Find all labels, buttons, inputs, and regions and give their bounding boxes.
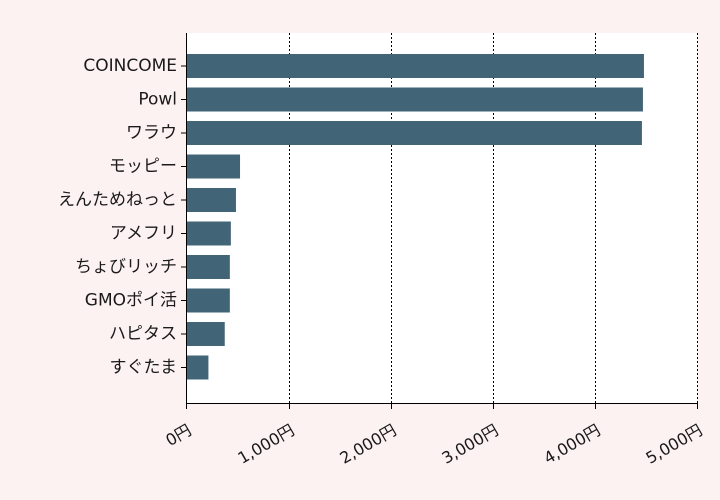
category-label: モッピー [109, 157, 177, 177]
x-tick-label: 3,000円 [438, 420, 501, 467]
x-tick-label: 1,000円 [234, 420, 297, 467]
bars [187, 54, 644, 380]
bar [187, 288, 230, 313]
bar [187, 355, 209, 380]
x-tick-label: 2,000円 [336, 420, 399, 467]
category-label: すぐたま [110, 358, 178, 378]
bar [187, 188, 236, 212]
category-label: ちょびリッチ [75, 257, 177, 277]
bar [187, 255, 230, 279]
category-label: ハピタス [109, 324, 177, 344]
axes [181, 33, 698, 409]
x-tick-label: 5,000円 [642, 420, 705, 467]
category-label: えんためねっと [58, 190, 177, 210]
category-label: ワラウ [126, 123, 177, 143]
x-tick-label: 4,000円 [540, 420, 603, 467]
bar [187, 221, 231, 246]
category-label: Powl [138, 90, 177, 110]
x-tick-labels: 0円 1,000円 2,000円 3,000円 4,000円 5,000円 [162, 420, 705, 467]
bar [187, 54, 644, 78]
category-label: COINCOME [83, 56, 177, 76]
category-label: アメフリ [110, 224, 177, 244]
bar [187, 154, 241, 179]
bar [187, 322, 225, 346]
x-tick-label: 0円 [162, 420, 194, 450]
bar [187, 121, 642, 145]
bar [187, 87, 643, 112]
category-label: GMOポイ活 [85, 291, 177, 311]
